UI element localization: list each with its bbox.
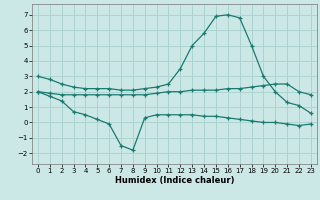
X-axis label: Humidex (Indice chaleur): Humidex (Indice chaleur) — [115, 176, 234, 185]
